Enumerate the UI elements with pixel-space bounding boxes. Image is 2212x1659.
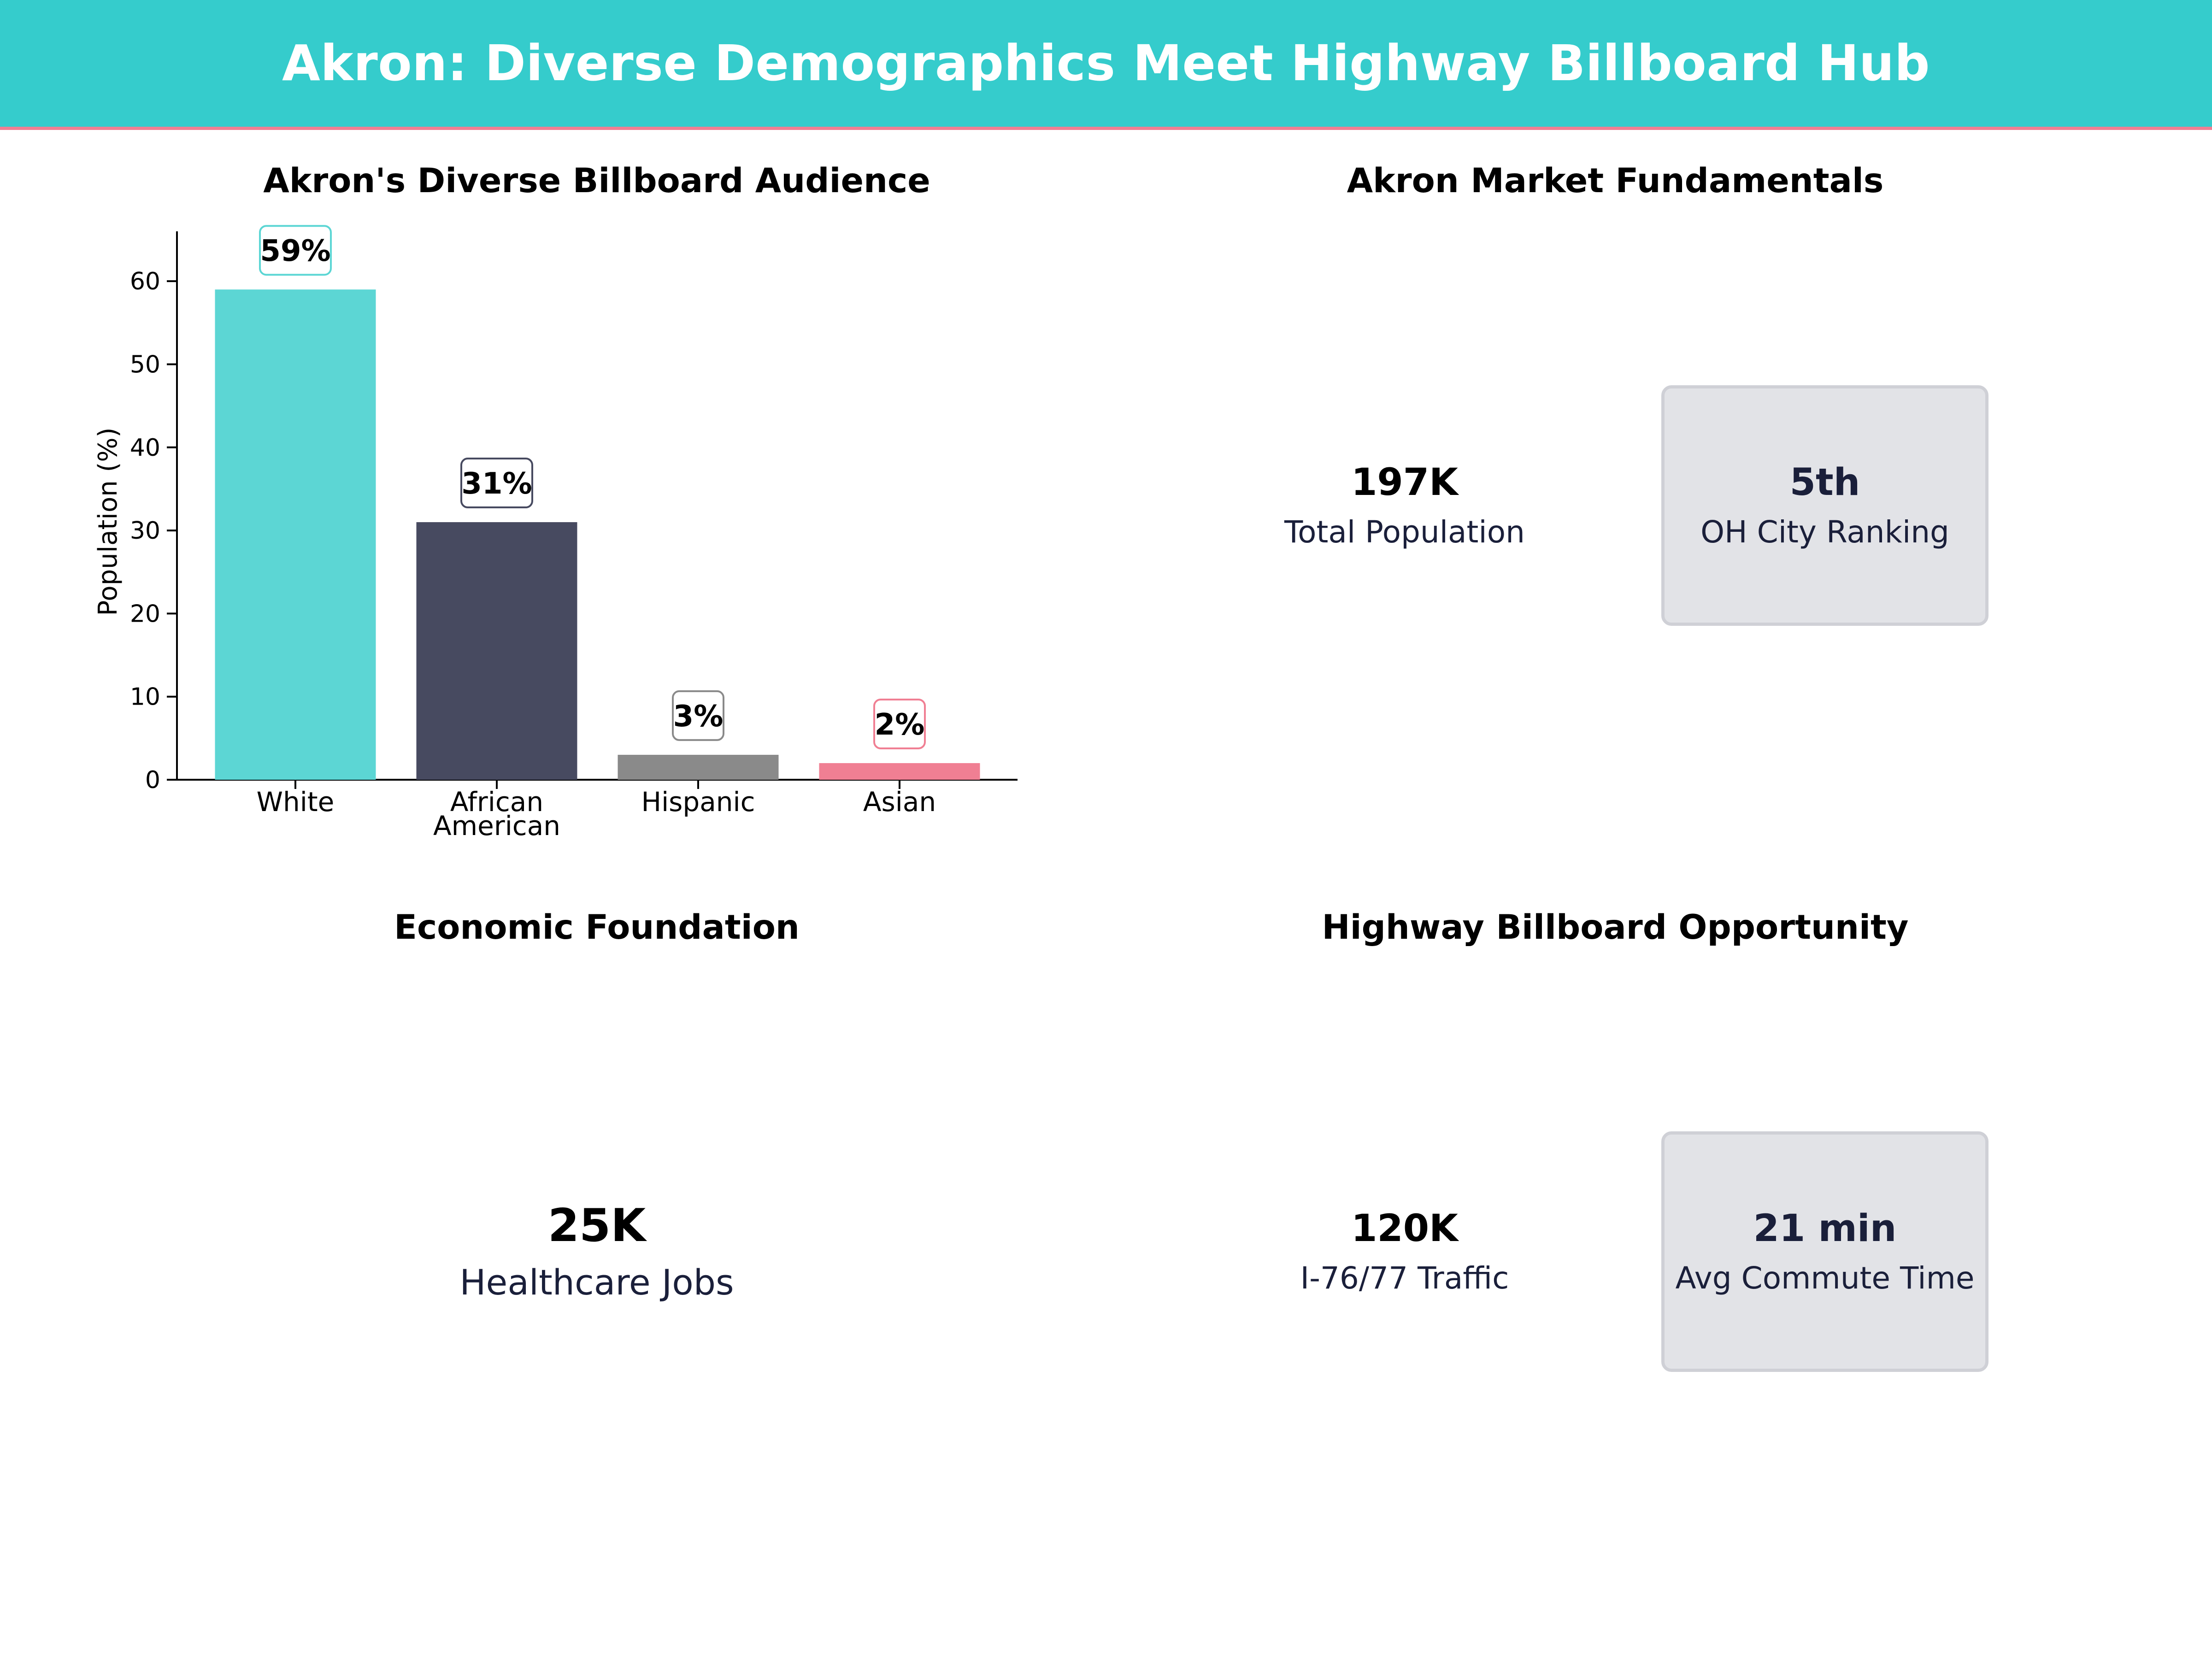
healthcare-jobs-card: 25K Healthcare Jobs <box>328 1131 865 1372</box>
commute-time-card: 21 min Avg Commute Time <box>1661 1131 1988 1372</box>
city-ranking-value: 5th <box>1789 460 1860 504</box>
bar-hispanic <box>618 754 779 780</box>
highway-panel-title: Highway Billboard Opportunity <box>1322 908 1909 947</box>
highway-traffic-value: 120K <box>1351 1206 1458 1250</box>
x-tick-label: Asian <box>863 786 936 818</box>
highway-traffic-label: I-76/77 Traffic <box>1300 1260 1509 1296</box>
y-tick-label: 50 <box>130 351 160 378</box>
fundamentals-panel-title: Akron Market Fundamentals <box>1347 161 1884 200</box>
data-label: 59% <box>260 234 330 268</box>
x-tick-label: Hispanic <box>641 786 755 818</box>
total-population-card: 197K Total Population <box>1241 385 1568 626</box>
commute-time-value: 21 min <box>1753 1206 1897 1250</box>
data-label-box <box>873 698 926 749</box>
total-population-value: 197K <box>1351 460 1458 504</box>
highway-traffic-card: 120K I-76/77 Traffic <box>1241 1131 1568 1372</box>
data-label: 2% <box>875 708 925 742</box>
total-population-label: Total Population <box>1284 514 1525 550</box>
commute-time-label: Avg Commute Time <box>1675 1260 1975 1296</box>
x-tick-label: African <box>450 786 543 818</box>
city-ranking-label: OH City Ranking <box>1700 514 1949 550</box>
x-tick-label: White <box>257 786 335 818</box>
page-title: Akron: Diverse Demographics Meet Highway… <box>282 35 1930 92</box>
y-tick-label: 0 <box>145 766 160 794</box>
y-tick-label: 60 <box>130 268 160 295</box>
city-ranking-card: 5th OH City Ranking <box>1661 385 1988 626</box>
audience-panel-title: Akron's Diverse Billboard Audience <box>263 161 930 200</box>
data-label: 31% <box>461 467 532 501</box>
bar-african-american <box>416 522 577 780</box>
bar-asian <box>819 763 980 780</box>
y-tick-label: 10 <box>130 683 160 711</box>
y-tick-label: 30 <box>130 517 160 545</box>
x-tick-label: American <box>433 810 560 841</box>
y-tick-label: 40 <box>130 434 160 462</box>
healthcare-jobs-value: 25K <box>547 1200 646 1252</box>
data-label: 3% <box>673 700 724 734</box>
y-tick-label: 20 <box>130 600 160 628</box>
bar-white <box>215 289 376 780</box>
data-label-box <box>259 225 332 276</box>
header-banner: Akron: Diverse Demographics Meet Highway… <box>0 0 2212 130</box>
data-label-box <box>460 458 533 509</box>
y-axis-label: Population (%) <box>93 428 123 616</box>
economic-panel-title: Economic Foundation <box>394 908 800 947</box>
data-label-box <box>672 690 724 741</box>
healthcare-jobs-label: Healthcare Jobs <box>459 1262 734 1303</box>
